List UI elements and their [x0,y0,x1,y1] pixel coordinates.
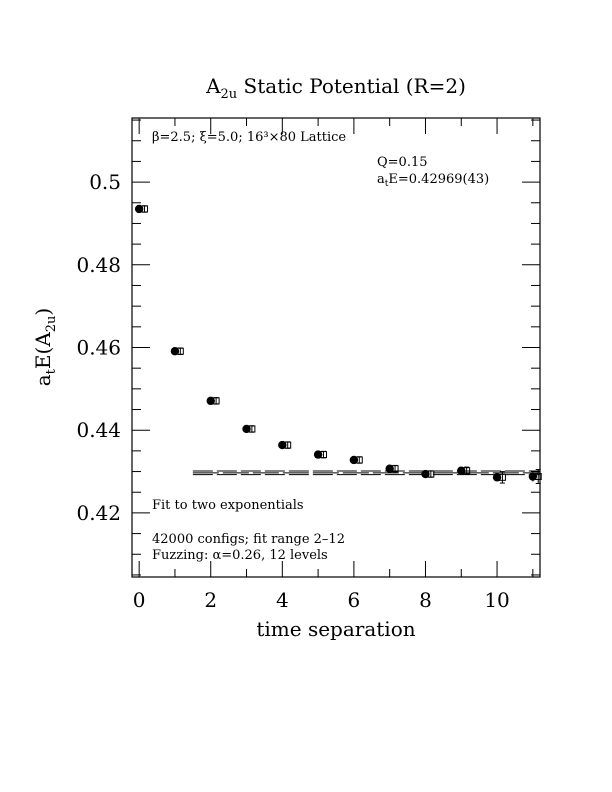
x-tick-label: 6 [348,588,361,612]
energy-subscript: t [385,179,389,189]
x-tick-label: 4 [276,588,289,612]
data-point-open [427,470,435,478]
y-tick-label: 0.46 [76,336,121,360]
energy-rest: E=0.42969(43) [388,172,489,187]
data-point-open [319,451,327,459]
y-tick-label: 0.5 [89,170,121,194]
fit-description: Fit to two exponentials [152,498,304,513]
chart-title: A2u Static Potential (R=2) [205,74,466,102]
title-main: A [205,74,221,98]
y-label-part-3: ) [31,308,55,316]
energy-annotation: atE=0.42969(43) [377,172,489,189]
data-point-open [498,473,506,481]
data-point-open [534,473,542,481]
data-point-open [463,467,471,475]
energy-prefix: a [377,172,385,187]
x-tick-label: 10 [484,588,509,612]
configs-annotation: 42000 configs; fit range 2–12 [152,532,345,547]
y-tick-label: 0.42 [76,501,121,525]
y-label-sub-1: t [44,368,59,374]
title-rest: Static Potential (R=2) [237,74,466,98]
lattice-params-annotation: β=2.5; ξ=5.0; 16³×80 Lattice [152,130,346,145]
data-point-open [248,425,256,433]
data-point-open [141,205,149,213]
y-label-part-1: a [31,374,55,386]
x-axis-label: time separation [256,617,415,641]
x-tick-label: 2 [204,588,217,612]
data-point-open [391,465,399,473]
title-subscript: 2u [221,87,238,102]
fit-band [192,470,540,476]
y-label-sub-2: 2u [44,316,59,333]
y-tick-label: 0.48 [76,253,121,277]
x-tick-label: 0 [133,588,146,612]
fuzzing-annotation: Fuzzing: α=0.26, 12 levels [152,548,328,563]
data-point-open [212,397,220,405]
svg-text:A2u Static Potential (R=2): A2u Static Potential (R=2) [205,74,466,102]
y-label-part-2: E(A [31,332,55,369]
data-point-open [176,347,184,355]
data-points [134,204,542,484]
x-tick-label: 8 [419,588,432,612]
y-tick-label: 0.44 [76,418,121,442]
y-axis-label: atE(A2u) [31,308,59,387]
data-point-open [355,456,363,464]
q-value-annotation: Q=0.15 [377,155,428,170]
y-tick-labels: 0.42 0.44 0.46 0.48 0.5 [76,170,121,525]
data-point-open [284,441,292,449]
x-tick-labels: 0 2 4 6 8 10 [133,588,510,612]
